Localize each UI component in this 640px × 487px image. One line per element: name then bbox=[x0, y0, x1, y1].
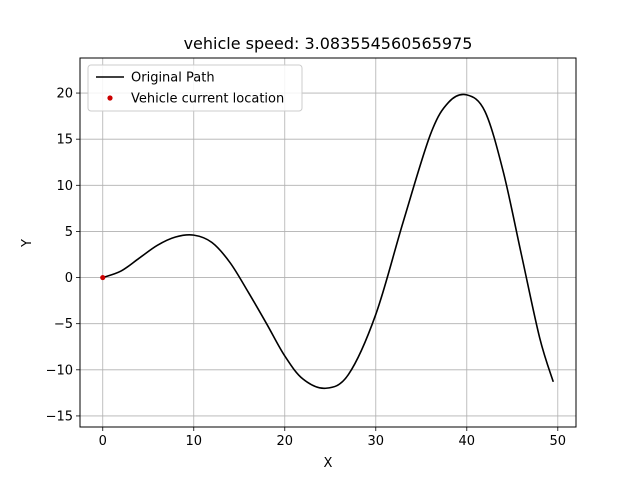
y-tick-label: 0 bbox=[65, 271, 73, 286]
y-axis-ticks: −15 −10 −5 0 5 10 15 20 bbox=[46, 87, 80, 424]
x-tick-label: 10 bbox=[185, 434, 202, 449]
legend: Original Path Vehicle current location bbox=[87, 64, 303, 112]
series-layer bbox=[100, 93, 555, 390]
chart-title: vehicle speed: 3.083554560565975 bbox=[184, 34, 473, 53]
y-tick-label: 15 bbox=[56, 133, 73, 148]
x-axis-ticks: 0 10 20 30 40 50 bbox=[99, 427, 566, 449]
y-tick-label: 20 bbox=[56, 87, 73, 102]
y-axis-label: Y bbox=[20, 239, 35, 248]
legend-box bbox=[87, 64, 303, 112]
x-tick-label: 20 bbox=[276, 434, 293, 449]
y-tick-label: −5 bbox=[54, 317, 73, 332]
x-tick-label: 50 bbox=[550, 434, 567, 449]
x-tick-label: 0 bbox=[99, 434, 107, 449]
x-tick-label: 30 bbox=[368, 434, 385, 449]
y-tick-label: 10 bbox=[56, 179, 73, 194]
legend-point-swatch bbox=[107, 95, 113, 101]
y-tick-label: −15 bbox=[46, 409, 73, 424]
legend-label: Vehicle current location bbox=[131, 92, 284, 107]
grid-lines bbox=[80, 58, 576, 427]
x-tick-label: 40 bbox=[459, 434, 476, 449]
vehicle-location-point bbox=[100, 274, 106, 281]
plot-frame bbox=[79, 57, 577, 428]
y-tick-label: 5 bbox=[65, 225, 73, 240]
legend-label: Original Path bbox=[131, 71, 215, 86]
series-line-original-path bbox=[102, 93, 555, 390]
y-tick-label: −10 bbox=[46, 363, 73, 378]
x-axis-label: X bbox=[324, 456, 333, 471]
